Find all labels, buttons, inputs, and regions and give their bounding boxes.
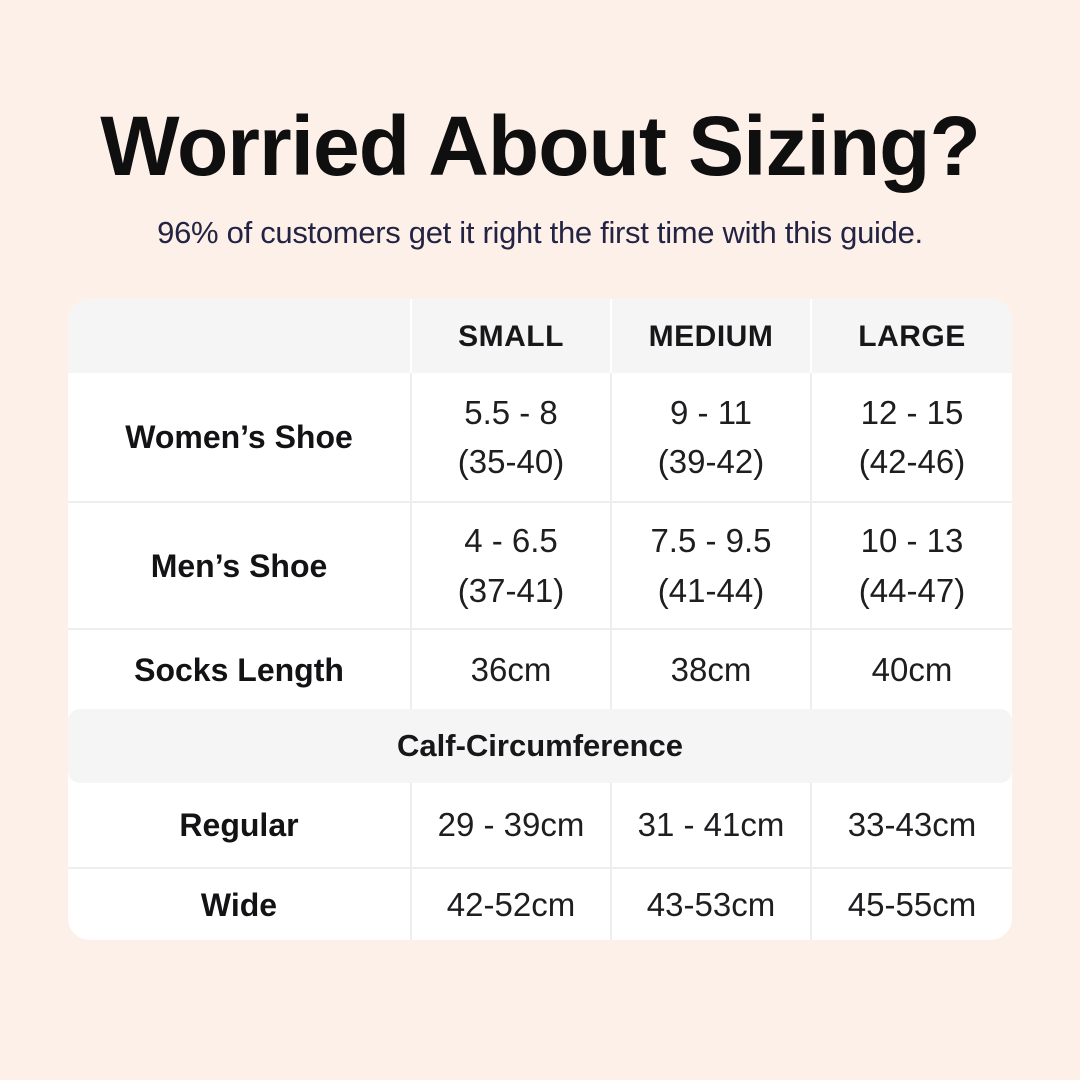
table-row-regular: Regular 29 - 39cm 31 - 41cm 33-43cm [68, 783, 1012, 867]
table-cell: 45-55cm [810, 867, 1012, 940]
shoe-size-range: 4 - 6.5 [464, 522, 558, 559]
table-cell: 33-43cm [810, 783, 1012, 867]
table-cell: 4 - 6.5 (37-41) [410, 501, 610, 628]
table-cell: 5.5 - 8 (35-40) [410, 373, 610, 501]
table-cell: 31 - 41cm [610, 783, 810, 867]
shoe-size-eu: (41-44) [657, 571, 765, 609]
row-label: Women’s Shoe [125, 419, 353, 455]
row-label: Socks Length [68, 628, 410, 709]
table-cell: 10 - 13 (44-47) [810, 501, 1012, 628]
table-cell: 40cm [810, 628, 1012, 709]
row-label: Men’s Shoe [68, 501, 410, 628]
table-cell: 42-52cm [410, 867, 610, 940]
row-label: Regular [179, 807, 299, 843]
table-cell: 43-53cm [610, 867, 810, 940]
table-row-mens-shoe: Men’s Shoe 4 - 6.5 (37-41) 7.5 - 9.5 (41… [68, 501, 1012, 628]
header-cell-empty [68, 299, 410, 373]
table-row-socks-length: Socks Length 36cm 38cm 40cm [68, 628, 1012, 709]
table-cell: 38cm [610, 628, 810, 709]
shoe-size-eu: (42-46) [858, 443, 966, 480]
shoe-size-range: 10 - 13 [860, 522, 964, 559]
table-cell: 36cm [410, 628, 610, 709]
table-cell: 12 - 15 (42-46) [810, 373, 1012, 501]
row-label: Wide [68, 867, 410, 940]
column-header-medium: MEDIUM [610, 299, 810, 373]
shoe-size-range: 12 - 15 [860, 393, 964, 431]
shoe-size-eu: (35-40) [457, 443, 565, 480]
shoe-size-range: 5.5 - 8 [464, 393, 558, 431]
table-header-row: SMALL MEDIUM LARGE [68, 299, 1012, 373]
shoe-size-eu: (39-42) [657, 443, 765, 480]
table-cell: 7.5 - 9.5 (41-44) [610, 501, 810, 628]
table-cell: 9 - 11 (39-42) [610, 373, 810, 501]
shoe-size-range: 7.5 - 9.5 [650, 522, 772, 559]
shoe-size-eu: (44-47) [858, 571, 966, 609]
shoe-size-eu: (37-41) [457, 571, 565, 609]
table-cell: 29 - 39cm [410, 783, 610, 867]
page-subtitle: 96% of customers get it right the first … [157, 215, 923, 250]
column-header-large: LARGE [810, 299, 1012, 373]
table-row-womens-shoe: Women’s Shoe 5.5 - 8 (35-40) 9 - 11 (39-… [68, 373, 1012, 501]
calf-circumference-section-header: Calf-Circumference [68, 709, 1012, 783]
size-table-card: SMALL MEDIUM LARGE Women’s Shoe 5.5 - 8 … [68, 299, 1012, 940]
shoe-size-range: 9 - 11 [670, 393, 752, 431]
column-header-small: SMALL [410, 299, 610, 373]
table-row-wide: Wide 42-52cm 43-53cm 45-55cm [68, 867, 1012, 940]
page-title: Worried About Sizing? [100, 99, 981, 193]
